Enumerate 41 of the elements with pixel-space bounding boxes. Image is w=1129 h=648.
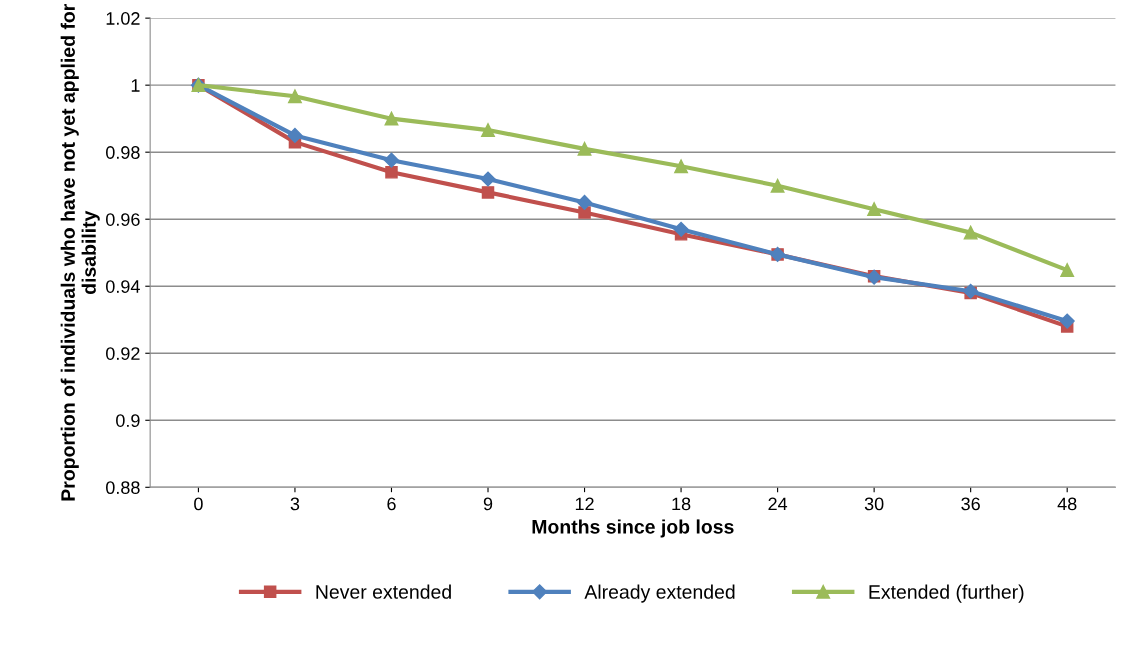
y-axis-title: Proportion of individuals who have not yet applied for disability [60,3,100,501]
point [578,206,591,219]
x-tick-label: 18 [672,497,691,511]
point [867,202,882,217]
legend-label: Extended (further) [869,584,1024,603]
y-tick-label: 0.94 [106,280,140,293]
x-tick-label: 24 [768,497,788,511]
point [673,221,689,237]
point [481,186,495,199]
x-tick-label: 9 [483,497,493,511]
x-tick-label: 12 [575,497,594,511]
point [481,123,495,138]
y-tick-label: 0.98 [106,146,140,159]
y-tick-label: 1.02 [106,12,140,25]
x-tick-label: 3 [290,497,300,511]
point [963,225,978,240]
point [770,178,785,193]
y-tick-label: 0.9 [116,414,140,427]
point [287,127,303,144]
legend-label: Already extended [584,584,735,603]
y-tick-label: 0.88 [106,481,140,495]
point [1059,313,1075,329]
point [385,166,398,179]
x-tick-label: 0 [194,497,203,511]
point [384,111,399,126]
point [577,141,592,156]
legend-label: Never extended [316,584,451,599]
point [383,152,400,168]
y-tick-label: 0.96 [106,213,140,226]
x-tick-label: 6 [387,497,396,511]
x-tick-label: 30 [864,497,884,511]
y-tick-label: 1 [131,79,140,92]
x-tick-label: 48 [1057,497,1077,511]
y-tick-label: 0.92 [106,347,140,360]
point [674,159,689,174]
point [480,171,496,187]
x-tick-label: 36 [961,497,980,511]
point [576,194,593,211]
x-axis-title: Months since job loss [532,519,734,538]
point [288,89,302,104]
point [1060,263,1075,278]
